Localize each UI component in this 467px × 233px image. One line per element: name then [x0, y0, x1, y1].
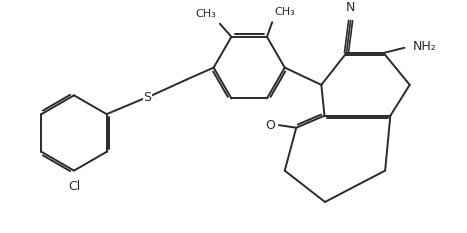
Text: CH₃: CH₃	[275, 7, 296, 17]
Text: NH₂: NH₂	[412, 40, 436, 53]
Text: CH₃: CH₃	[195, 9, 216, 18]
Text: Cl: Cl	[68, 180, 80, 193]
Text: S: S	[143, 91, 151, 104]
Text: O: O	[265, 119, 276, 132]
Text: N: N	[346, 1, 355, 14]
